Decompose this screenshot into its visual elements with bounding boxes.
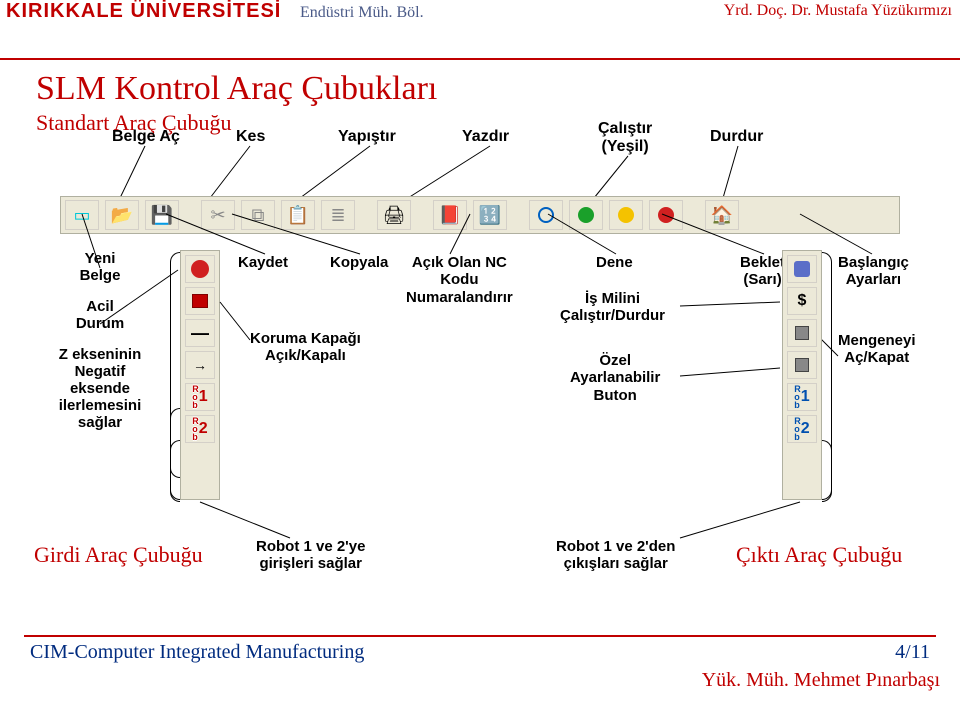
footer-assistant: Yük. Müh. Mehmet Pınarbaşı <box>702 669 940 692</box>
middle-section: Yeni Belge Acil Durum Z ekseninin Negati… <box>0 240 960 540</box>
label-kes: Kes <box>236 128 265 146</box>
university-name: KIRIKKALE ÜNİVERSİTESİ <box>6 0 281 23</box>
custom-button-icon[interactable] <box>787 351 817 379</box>
label-robot-out: Robot 1 ve 2'den çıkışları sağlar <box>556 538 675 573</box>
label-calistir: Çalıştır (Yeşil) <box>598 120 652 155</box>
vise-icon[interactable] <box>787 319 817 347</box>
label-yeni-belge: Yeni Belge <box>30 250 170 284</box>
label-yapistir: Yapıştır <box>338 128 396 146</box>
footer-rule <box>24 635 936 637</box>
footer-cim: CIM-Computer Integrated Manufacturing <box>30 641 364 664</box>
estop-icon[interactable] <box>185 255 215 283</box>
label-durdur: Durdur <box>710 128 763 146</box>
list-icon[interactable]: ≣ <box>321 200 355 230</box>
input-toolbar: — → Rob1 Rob2 <box>180 250 220 500</box>
output-toolbar: $ Rob1 Rob2 <box>782 250 822 500</box>
label-robot-in: Robot 1 ve 2'ye girişleri sağlar <box>256 538 365 573</box>
run-icon[interactable] <box>569 200 603 230</box>
renumber-icon[interactable]: 🔢 <box>473 200 507 230</box>
save-icon[interactable]: 💾 <box>145 200 179 230</box>
paste-icon[interactable]: 📋 <box>281 200 315 230</box>
stop-icon[interactable] <box>649 200 683 230</box>
label-is-milini: İş Milini Çalıştır/Durdur <box>560 290 665 325</box>
robot1-in-button[interactable]: Rob1 <box>185 383 215 411</box>
label-beklet: Beklet (Sarı) <box>740 254 785 289</box>
z-arrow-button[interactable]: → <box>185 351 215 379</box>
label-acil-durum: Acil Durum <box>30 298 170 332</box>
open-file-icon[interactable]: 📂 <box>105 200 139 230</box>
pause-icon[interactable] <box>609 200 643 230</box>
instructor-name: Yrd. Doç. Dr. Mustafa Yüzükırmızı <box>724 2 952 20</box>
book-icon[interactable]: 📕 <box>433 200 467 230</box>
label-yazdir: Yazdır <box>462 128 509 146</box>
left-annotations: Yeni Belge Acil Durum Z ekseninin Negati… <box>30 250 170 431</box>
copy-icon[interactable]: ⧉ <box>241 200 275 230</box>
label-ozel: Özel Ayarlanabilir Buton <box>570 352 660 404</box>
footer-page: 4/11 <box>895 641 930 664</box>
robot2-in-button[interactable]: Rob2 <box>185 415 215 443</box>
output-toolbar-title: Çıktı Araç Çubuğu <box>736 542 902 568</box>
standard-toolbar: ▭ 📂 💾 ✂ ⧉ 📋 ≣ 🖨 📕 🔢 🏠 <box>60 196 900 234</box>
department-name: Endüstri Müh. Böl. <box>300 4 424 22</box>
label-belge-ac: Belge Aç <box>112 128 180 146</box>
label-baslangic: Başlangıç Ayarları <box>838 254 909 289</box>
output-settings-icon[interactable] <box>787 255 817 283</box>
guard-icon[interactable] <box>185 287 215 315</box>
label-koruma: Koruma Kapağı Açık/Kapalı <box>250 330 361 365</box>
page-footer: CIM-Computer Integrated Manufacturing 4/… <box>0 635 960 705</box>
print-icon[interactable]: 🖨 <box>377 200 411 230</box>
page-title: SLM Kontrol Araç Çubukları <box>36 70 960 108</box>
new-file-icon[interactable]: ▭ <box>65 200 99 230</box>
spindle-icon[interactable]: $ <box>787 287 817 315</box>
page-header: KIRIKKALE ÜNİVERSİTESİ Endüstri Müh. Böl… <box>0 0 960 30</box>
label-acik-nc: Açık Olan NC Kodu Numaralandırır <box>406 254 513 306</box>
home-icon[interactable]: 🏠 <box>705 200 739 230</box>
z-minus-button[interactable]: — <box>185 319 215 347</box>
label-mengene: Mengeneyi Aç/Kapat <box>838 332 916 367</box>
label-dene: Dene <box>596 254 633 271</box>
cut-icon[interactable]: ✂ <box>201 200 235 230</box>
brace-rob-out <box>822 440 832 500</box>
header-rule <box>0 58 960 60</box>
try-icon[interactable] <box>529 200 563 230</box>
bottom-row: Girdi Araç Çubuğu Robot 1 ve 2'ye girişl… <box>0 538 960 598</box>
label-kopyala: Kopyala <box>330 254 388 271</box>
robot1-out-button[interactable]: Rob1 <box>787 383 817 411</box>
robot2-out-button[interactable]: Rob2 <box>787 415 817 443</box>
label-kaydet: Kaydet <box>238 254 288 271</box>
brace-rob-in <box>170 440 180 500</box>
label-z-eksen: Z ekseninin Negatif eksende ilerlemesini… <box>30 346 170 431</box>
input-toolbar-title: Girdi Araç Çubuğu <box>34 542 203 568</box>
